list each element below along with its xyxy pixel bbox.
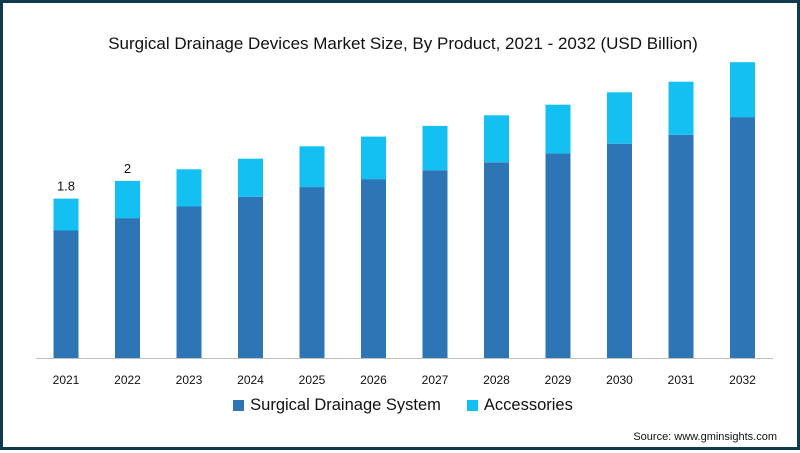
x-tick-label-2030: 2030 xyxy=(606,373,633,387)
bar-chart: 2021 2022 2023 2024 2025 2026 2027 2028 2029 2030… xyxy=(36,62,773,387)
legend-label-surgical-drainage-system: Surgical Drainage System xyxy=(250,396,441,414)
bar-accessories-2021 xyxy=(53,198,79,231)
bar-surgical-drainage-system-2026 xyxy=(361,179,386,358)
legend-item-surgical-drainage-system: Surgical Drainage System xyxy=(233,396,441,415)
bar-surgical-drainage-system-2029 xyxy=(545,153,571,358)
x-tick-label-2022: 2022 xyxy=(114,373,141,387)
bar-surgical-drainage-system-2022 xyxy=(115,218,140,358)
bar-accessories-2030 xyxy=(607,92,632,144)
bar-surgical-drainage-system-2021 xyxy=(53,230,79,358)
bar-accessories-2028 xyxy=(484,115,509,163)
bar-surgical-drainage-system-2024 xyxy=(238,196,263,358)
x-tick-label-2029: 2029 xyxy=(545,373,572,387)
bar-accessories-2026 xyxy=(361,136,386,180)
x-tick-label-2024: 2024 xyxy=(237,373,264,387)
x-tick-label-2027: 2027 xyxy=(422,373,449,387)
bar-surgical-drainage-system-2028 xyxy=(484,162,509,358)
bar-surgical-drainage-system-2025 xyxy=(299,187,325,358)
bar-surgical-drainage-system-2023 xyxy=(176,206,202,358)
data-label-2022: 2 xyxy=(124,161,131,176)
bar-surgical-drainage-system-2032 xyxy=(730,117,755,358)
bar-accessories-2024 xyxy=(238,158,263,197)
bar-accessories-2025 xyxy=(299,146,325,187)
x-tick-label-2025: 2025 xyxy=(299,373,326,387)
legend-item-accessories: Accessories xyxy=(466,396,573,415)
chart-legend: Surgical Drainage System Accessories xyxy=(3,396,800,415)
bar-accessories-2031 xyxy=(668,81,694,135)
legend-swatch-accessories xyxy=(466,400,478,411)
legend-label-accessories: Accessories xyxy=(483,396,573,414)
x-tick-label-2026: 2026 xyxy=(360,373,387,387)
bar-surgical-drainage-system-2030 xyxy=(607,143,632,358)
bar-accessories-2032 xyxy=(730,62,755,118)
chart-title: Surgical Drainage Devices Market Size, B… xyxy=(108,34,698,53)
bar-accessories-2022 xyxy=(115,180,140,219)
x-tick-label-2032: 2032 xyxy=(729,373,756,387)
bar-accessories-2027 xyxy=(422,125,448,171)
x-tick-label-2023: 2023 xyxy=(176,373,203,387)
x-tick-label-2021: 2021 xyxy=(53,373,80,387)
legend-swatch-surgical-drainage-system xyxy=(233,400,245,411)
bar-accessories-2029 xyxy=(545,104,571,154)
data-label-2021: 1.8 xyxy=(57,179,75,194)
bar-accessories-2023 xyxy=(176,169,202,207)
bar-surgical-drainage-system-2027 xyxy=(422,170,448,358)
x-tick-label-2031: 2031 xyxy=(668,373,695,387)
x-tick-label-2028: 2028 xyxy=(483,373,510,387)
source-note: Source: www.gminsights.com xyxy=(633,431,777,443)
bar-surgical-drainage-system-2031 xyxy=(668,134,694,358)
